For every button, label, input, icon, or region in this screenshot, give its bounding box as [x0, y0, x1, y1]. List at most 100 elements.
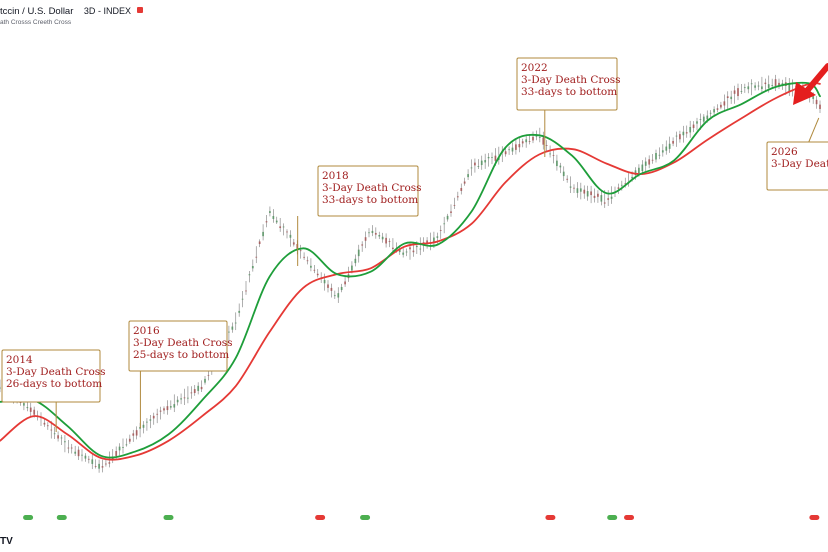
price-candle — [535, 135, 538, 137]
annotation-box — [1, 349, 101, 403]
price-candle — [521, 141, 524, 144]
price-candle — [306, 260, 309, 262]
price-candle — [149, 419, 152, 421]
price-candle — [163, 408, 165, 411]
price-candle — [258, 241, 261, 245]
price-candle — [597, 193, 599, 197]
annotation-text: 3-Day Death — [771, 158, 828, 170]
cross-marker — [545, 515, 556, 520]
price-candle — [641, 164, 644, 172]
annotation-text: 33-days to bottom — [322, 194, 418, 206]
annotation-text: 3-Day Death Cross — [521, 74, 621, 86]
price-candle — [200, 386, 203, 390]
price-candle — [279, 226, 282, 229]
annotation-text: 2018 — [322, 170, 349, 182]
price-candle — [357, 249, 360, 257]
price-candle — [638, 167, 640, 174]
annotation-pointer — [808, 117, 820, 143]
price-candle — [590, 191, 592, 196]
cross-marker — [23, 515, 34, 520]
price-candle — [368, 232, 370, 234]
price-candle — [125, 444, 128, 446]
price-candle — [460, 187, 463, 191]
price-candle — [245, 290, 247, 292]
price-candle — [91, 459, 94, 464]
price-candle — [593, 195, 596, 198]
price-candle — [381, 236, 384, 240]
price-candle — [740, 91, 743, 92]
chart-header: tccin / U.S. Dollar 3D - INDEX — [0, 6, 144, 17]
price-candle — [819, 104, 821, 109]
price-candle — [81, 454, 83, 456]
price-candle — [573, 187, 575, 189]
price-candle — [494, 155, 497, 161]
price-candle — [70, 447, 73, 449]
cross-marker — [607, 515, 618, 520]
price-candle — [337, 293, 340, 298]
price-candle — [190, 392, 193, 394]
price-candle — [651, 159, 654, 161]
price-candle — [480, 160, 483, 166]
price-candle — [648, 159, 651, 165]
price-candle — [764, 82, 767, 85]
price-candle — [374, 232, 377, 235]
price-candle — [180, 398, 182, 400]
cross-marker — [624, 515, 635, 520]
cross-marker — [809, 515, 820, 520]
price-candle — [333, 295, 336, 297]
price-candle — [675, 135, 678, 137]
cross-marker — [163, 515, 174, 520]
price-candle — [207, 374, 210, 376]
price-candle — [67, 447, 70, 449]
price-candle — [156, 413, 159, 415]
price-candle — [282, 226, 285, 228]
price-candle — [634, 170, 637, 176]
price-candle — [538, 137, 541, 138]
price-candle — [733, 90, 736, 94]
annotation-text: 2026 — [771, 146, 798, 158]
symbol-title[interactable]: tccin / U.S. Dollar — [0, 6, 74, 17]
price-candles — [0, 74, 821, 473]
price-candle — [771, 85, 774, 86]
price-candle — [405, 251, 408, 253]
price-candle — [743, 87, 746, 89]
annotation-text: 3-Day Death Cross — [322, 182, 422, 194]
price-candle — [286, 231, 288, 233]
price-candle — [552, 155, 555, 156]
exchange-label: INDEX — [103, 6, 131, 16]
price-candle — [361, 244, 364, 246]
price-candle — [761, 86, 763, 90]
price-candle — [29, 407, 32, 412]
price-candle — [491, 157, 493, 158]
price-candle — [737, 88, 739, 97]
price-candle — [689, 126, 692, 133]
price-candle — [456, 196, 459, 198]
price-candle — [64, 441, 66, 443]
price-candle — [169, 406, 172, 408]
price-candle — [754, 85, 756, 88]
price-candle — [105, 463, 107, 465]
price-candle — [668, 143, 671, 149]
price-candle — [228, 331, 230, 333]
price-candle — [26, 407, 29, 409]
price-candle — [706, 115, 709, 120]
cross-marker — [360, 515, 371, 520]
price-candle — [132, 433, 135, 436]
price-candle — [94, 466, 97, 467]
price-candle — [101, 466, 104, 468]
interval-label[interactable]: 3D — [83, 6, 96, 16]
price-candle — [726, 96, 729, 99]
indicator-label[interactable]: ath Crosss Creeth Cross — [0, 19, 72, 26]
price-candle — [402, 252, 405, 255]
price-candle — [0, 387, 1, 389]
status-dot-icon — [137, 7, 144, 13]
annotation-text: 2022 — [521, 62, 548, 74]
price-candle — [98, 463, 100, 469]
annotation-text: 33-days to bottom — [521, 86, 617, 98]
price-candle — [255, 256, 258, 258]
price-candle — [135, 430, 138, 436]
